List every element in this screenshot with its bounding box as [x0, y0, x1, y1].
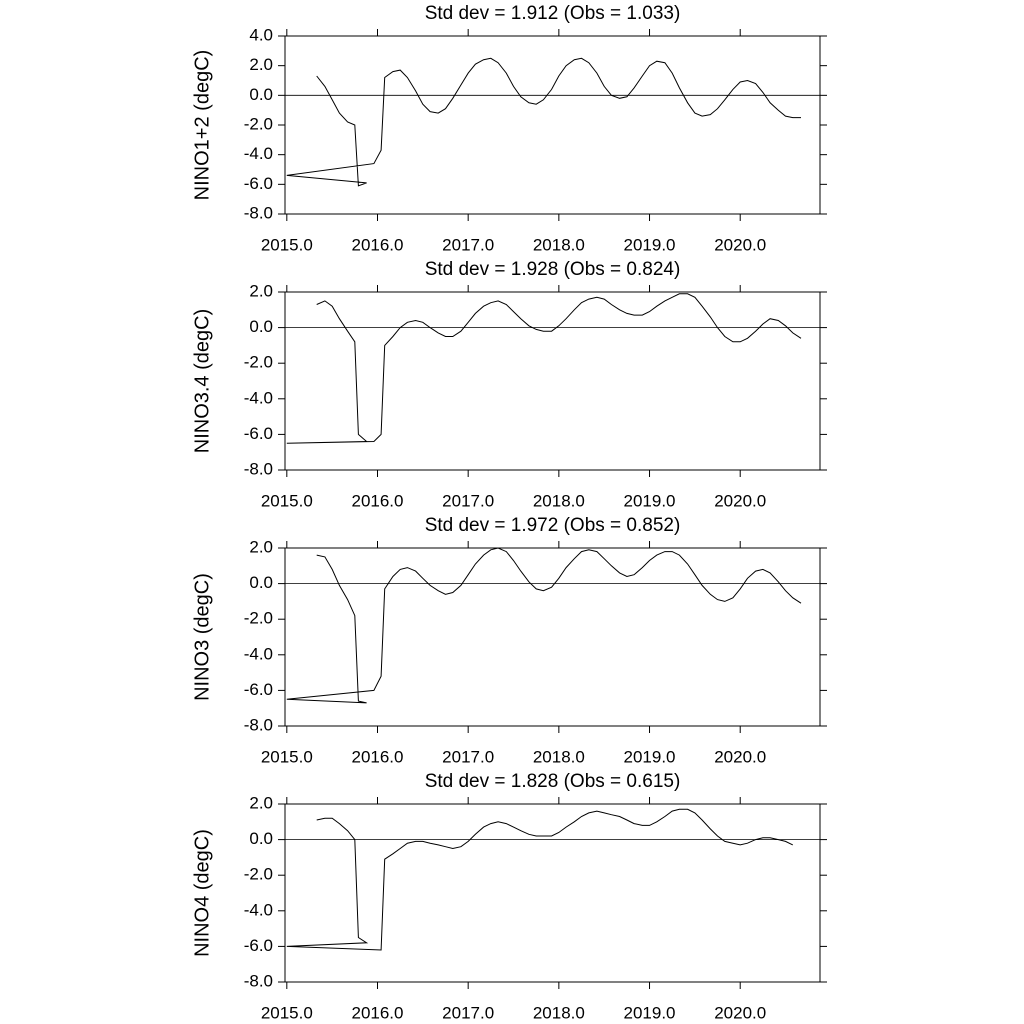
x-tick-label: 2018.0 — [533, 1003, 585, 1022]
y-tick-label: 2.0 — [249, 55, 273, 74]
y-tick-label: -6.0 — [244, 936, 273, 955]
chart-title: Std dev = 1.972 (Obs = 0.852) — [425, 515, 681, 536]
y-tick-label: -8.0 — [244, 203, 273, 222]
x-tick-label: 2017.0 — [442, 747, 494, 766]
x-tick-label: 2019.0 — [624, 491, 676, 510]
y-tick-label: 0.0 — [249, 573, 273, 592]
y-tick-label: -6.0 — [244, 424, 273, 443]
x-tick-label: 2018.0 — [533, 235, 585, 254]
chart-title: Std dev = 1.912 (Obs = 1.033) — [425, 3, 681, 24]
x-tick-label: 2020.0 — [714, 1003, 766, 1022]
x-tick-label: 2018.0 — [533, 491, 585, 510]
x-tick-label: 2016.0 — [351, 491, 403, 510]
x-tick-label: 2019.0 — [624, 1003, 676, 1022]
data-line — [286, 57, 801, 187]
y-tick-label: -2.0 — [244, 353, 273, 372]
plot-frame — [284, 547, 821, 727]
data-line — [286, 293, 802, 444]
data-line — [286, 547, 802, 704]
y-tick-label: 2.0 — [249, 537, 273, 556]
y-tick-label: -6.0 — [244, 680, 273, 699]
y-tick-label: -8.0 — [244, 459, 273, 478]
y-tick-label: 0.0 — [249, 317, 273, 336]
y-axis-label: NINO3.4 (degC) — [191, 309, 213, 454]
x-tick-label: 2017.0 — [442, 491, 494, 510]
y-tick-label: -2.0 — [244, 114, 273, 133]
x-tick-label: 2015.0 — [261, 1003, 313, 1022]
x-tick-label: 2020.0 — [714, 747, 766, 766]
chart-title: Std dev = 1.928 (Obs = 0.824) — [425, 259, 681, 280]
y-tick-label: 2.0 — [249, 793, 273, 812]
y-tick-label: -6.0 — [244, 174, 273, 193]
x-tick-label: 2019.0 — [624, 747, 676, 766]
x-tick-label: 2015.0 — [261, 747, 313, 766]
plot-frame — [284, 35, 821, 215]
chart-title: Std dev = 1.828 (Obs = 0.615) — [425, 771, 681, 792]
x-tick-label: 2016.0 — [351, 235, 403, 254]
x-tick-label: 2015.0 — [261, 235, 313, 254]
plot-frame — [284, 291, 821, 471]
y-tick-label: 0.0 — [249, 829, 273, 848]
x-tick-label: 2020.0 — [714, 491, 766, 510]
y-tick-label: 0.0 — [249, 85, 273, 104]
y-axis-label: NINO4 (degC) — [191, 829, 213, 957]
y-tick-label: -2.0 — [244, 865, 273, 884]
x-tick-label: 2019.0 — [624, 235, 676, 254]
y-tick-label: -4.0 — [244, 644, 273, 663]
x-tick-label: 2017.0 — [442, 235, 494, 254]
y-tick-label: -8.0 — [244, 971, 273, 990]
y-tick-label: -8.0 — [244, 715, 273, 734]
x-tick-label: 2016.0 — [351, 747, 403, 766]
data-line — [286, 808, 794, 951]
x-tick-label: 2018.0 — [533, 747, 585, 766]
x-tick-label: 2020.0 — [714, 235, 766, 254]
y-tick-label: -4.0 — [244, 144, 273, 163]
x-tick-label: 2015.0 — [261, 491, 313, 510]
y-tick-label: -4.0 — [244, 900, 273, 919]
plot-frame — [284, 803, 821, 983]
y-tick-label: 4.0 — [249, 25, 273, 44]
y-tick-label: -4.0 — [244, 388, 273, 407]
x-tick-label: 2016.0 — [351, 1003, 403, 1022]
y-tick-label: 2.0 — [249, 281, 273, 300]
y-axis-label: NINO3 (degC) — [191, 573, 213, 701]
x-tick-label: 2017.0 — [442, 1003, 494, 1022]
y-tick-label: -2.0 — [244, 609, 273, 628]
y-axis-label: NINO1+2 (degC) — [191, 50, 213, 201]
